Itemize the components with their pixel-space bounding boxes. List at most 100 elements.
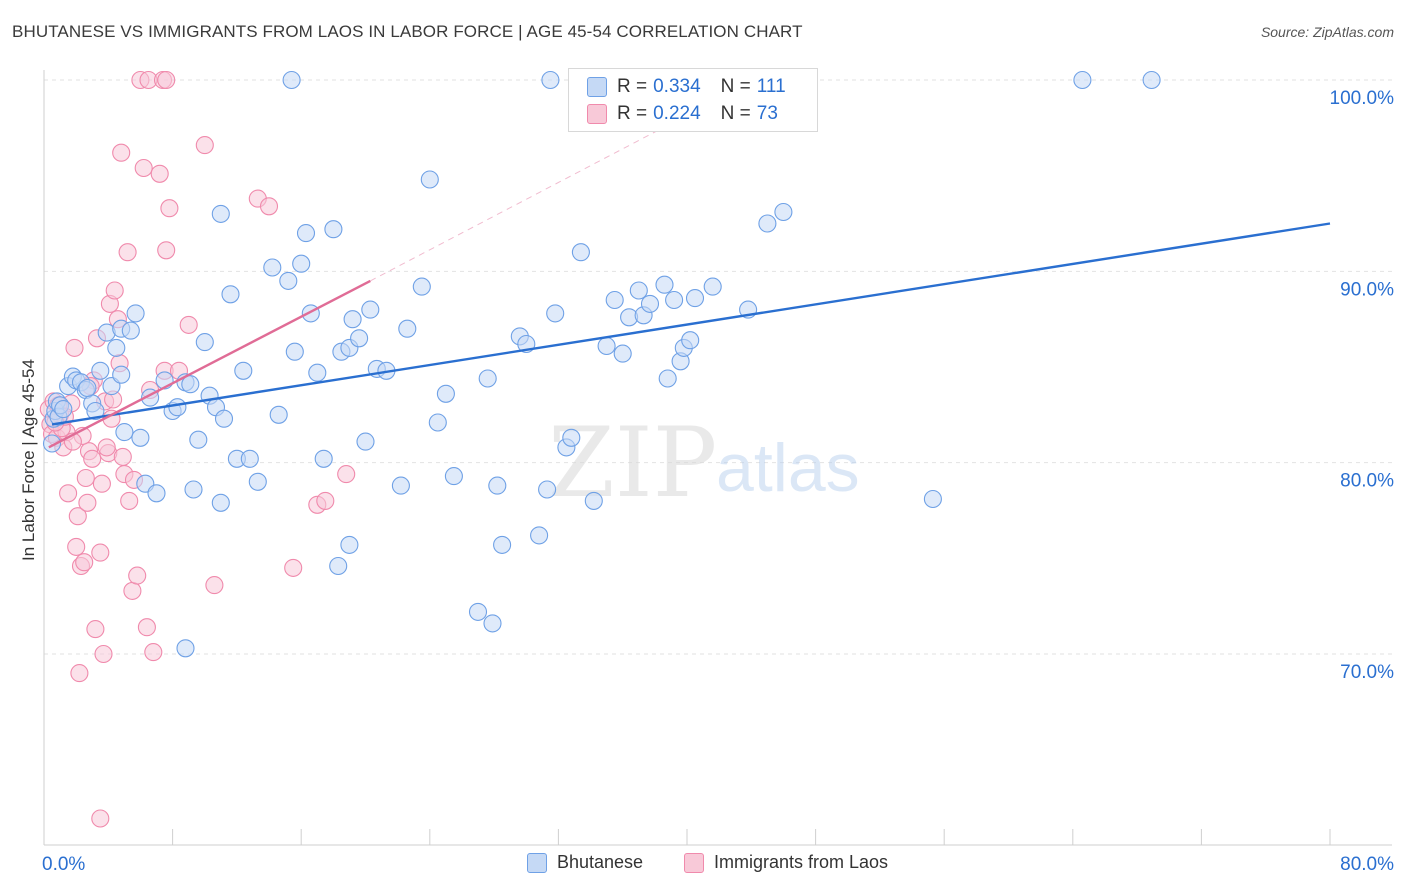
bhutanese-point [538, 480, 557, 499]
bhutanese-point [361, 300, 380, 319]
trend-lines [48, 106, 1331, 449]
laos-point [123, 581, 142, 600]
bhutanese-point [168, 398, 187, 417]
laos-point [316, 491, 335, 510]
bhutanese-point [658, 369, 677, 388]
laos-point [112, 143, 131, 162]
bhutanese-point [703, 277, 722, 296]
laos-point [179, 315, 198, 334]
bhutanese-point [308, 363, 327, 382]
bhutanese-point [211, 204, 230, 223]
bhutanese-point [391, 476, 410, 495]
bhutanese-point [597, 336, 616, 356]
laos-point [120, 491, 139, 510]
bhutanese-point [584, 491, 603, 510]
bhutanese-point [444, 467, 463, 486]
bhutanese-point [655, 275, 674, 294]
bhutanese-point [292, 254, 311, 273]
bhutanese-point [314, 449, 333, 468]
bhutanese-point [478, 369, 497, 388]
laos-point [128, 566, 147, 585]
bhutanese-point [91, 361, 110, 380]
laos-point [259, 197, 279, 216]
bhutanese-point [211, 493, 230, 512]
laos-point [59, 484, 78, 503]
correlation-legend: R = 0.334 N = 111 R = 0.224 N = 73 [568, 68, 818, 132]
laos-point [144, 643, 163, 662]
legend-swatch-laos [684, 852, 704, 873]
bhutanese-point [112, 365, 131, 384]
trend-line-laos [48, 279, 371, 449]
legend-item-bhutanese[interactable]: Bhutanese [527, 852, 643, 873]
x-tick-labels: 0.0% 80.0% [42, 854, 1394, 875]
laos-point [150, 164, 169, 183]
bhutanese-point [214, 409, 234, 428]
bhutanese-point [184, 480, 203, 499]
bhutanese-point [115, 423, 134, 442]
series-immigrants-from-laos [39, 70, 356, 828]
bhutanese-point [343, 310, 362, 329]
bhutanese-point [685, 289, 705, 308]
bhutanese-point [1073, 70, 1092, 90]
legend-item-laos[interactable]: Immigrants from Laos [684, 852, 888, 873]
laos-point [118, 243, 137, 262]
bhutanese-point [468, 602, 488, 621]
bhutanese-point [195, 333, 214, 352]
watermark: ZIP atlas [548, 407, 860, 519]
bhutanese-point [613, 344, 632, 363]
bhutanese-point [248, 472, 267, 491]
laos-point [97, 438, 116, 457]
n-value: 111 [756, 76, 786, 97]
laos-point [195, 136, 214, 155]
trend-extension-laos [370, 106, 704, 282]
laos-point [105, 281, 124, 300]
bhutanese-point [279, 271, 298, 290]
watermark-zip: ZIP [548, 407, 717, 519]
laos-point [337, 465, 356, 484]
x-tick-label: 80.0% [1340, 854, 1394, 875]
laos-point [65, 338, 84, 357]
laos-point [83, 449, 102, 468]
axes [43, 70, 1392, 846]
n-value: 73 [756, 103, 778, 124]
y-tick-label: 100.0% [1330, 88, 1395, 109]
n-label: N = [720, 76, 751, 97]
laos-point [137, 618, 156, 637]
legend-swatch-bhutanese [587, 77, 607, 97]
bhutanese-point [282, 70, 301, 90]
bhutanese-point [107, 338, 126, 357]
r-label: R = [617, 76, 648, 97]
bhutanese-point [665, 290, 684, 310]
bhutanese-point [428, 413, 447, 432]
laos-point [94, 644, 113, 664]
bhutanese-point [54, 400, 73, 419]
bhutanese-point [562, 428, 581, 447]
bhutanese-point [329, 556, 348, 576]
bhutanese-point [681, 331, 700, 350]
bhutanese-point [324, 220, 343, 239]
bhutanese-point [640, 294, 660, 313]
laos-point [157, 241, 176, 260]
bhutanese-point [758, 214, 777, 233]
bhutanese-point [356, 432, 375, 451]
bhutanese-point [541, 70, 560, 90]
bhutanese-point [263, 258, 282, 277]
bhutanese-point [483, 614, 502, 633]
laos-point [91, 543, 110, 562]
laos-point [284, 558, 303, 577]
bhutanese-point [126, 304, 145, 323]
series-legend: Bhutanese Immigrants from Laos [0, 852, 1406, 878]
bhutanese-point [1142, 70, 1161, 90]
y-tick-label: 80.0% [1340, 471, 1394, 492]
bhutanese-point [240, 449, 259, 468]
bhutanese-point [398, 319, 417, 338]
bhutanese-point [42, 434, 62, 453]
laos-point [86, 620, 105, 639]
series-bhutanese [42, 70, 1161, 658]
laos-point [92, 474, 111, 493]
laos-point [91, 809, 110, 828]
laos-point [75, 553, 94, 572]
bhutanese-point [147, 484, 166, 503]
bhutanese-point [350, 329, 369, 348]
laos-point [205, 576, 224, 595]
